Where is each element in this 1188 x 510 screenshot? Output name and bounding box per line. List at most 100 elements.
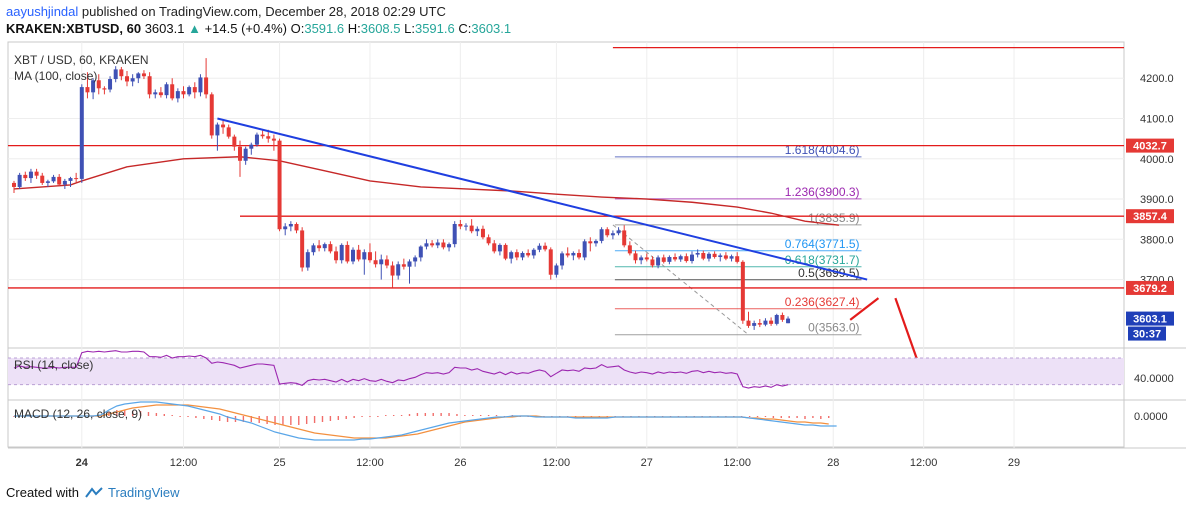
macd-histogram-bar: [321, 416, 324, 422]
macd-histogram-bar: [385, 415, 387, 416]
macd-histogram-bar: [163, 414, 165, 416]
candle-body: [57, 176, 62, 185]
macd-histogram-bar: [131, 411, 134, 416]
price-tag-box: [1126, 209, 1174, 224]
candle-body: [661, 257, 666, 262]
candle-body: [91, 80, 96, 93]
macd-histogram-bar: [329, 416, 332, 421]
candle-body: [192, 87, 197, 93]
candle-body: [548, 249, 553, 275]
candle-body: [509, 252, 514, 259]
close-label: C:: [458, 21, 472, 36]
candle-body: [328, 244, 333, 252]
macd-label: MACD (12, 26, close, 9): [14, 407, 142, 421]
candle-body: [514, 252, 519, 258]
macd-histogram-bar: [211, 416, 213, 420]
macd-histogram-bar: [298, 416, 300, 425]
candle-body: [271, 138, 276, 141]
macd-histogram-bar: [764, 416, 767, 417]
candle-body: [351, 249, 355, 262]
candle-body: [254, 134, 259, 145]
candle-body: [593, 240, 598, 244]
candle-body: [729, 256, 734, 259]
x-tick-label: 25: [273, 457, 285, 469]
macd-histogram-bar: [377, 416, 379, 417]
candle-body: [644, 257, 649, 260]
low-value: 3591.6: [414, 21, 455, 36]
macd-histogram-bar: [487, 415, 490, 416]
rsi-line: [13, 350, 789, 389]
candle-body: [300, 230, 305, 268]
macd-histogram-bar: [179, 416, 181, 417]
candle-body: [701, 252, 706, 259]
candle-body: [362, 252, 367, 260]
close-value: 3603.1: [471, 21, 512, 36]
macd-histogram-bar: [345, 416, 347, 419]
candle-body: [706, 253, 711, 259]
macd-histogram-bar: [195, 416, 197, 418]
candle-body: [40, 175, 45, 183]
candle-body: [588, 241, 593, 244]
x-tick-label: 24: [76, 457, 89, 469]
candle-body: [79, 87, 84, 179]
fib-level-label: 0(3563.0): [808, 321, 859, 335]
macd-histogram-bar: [218, 416, 221, 421]
candle-body: [288, 223, 293, 227]
fib-swing-dotted-line: [612, 224, 749, 336]
countdown-label: 30:37: [1133, 329, 1161, 341]
candle-body: [435, 242, 440, 246]
footer: Created with TradingView: [6, 485, 180, 500]
candle-body: [554, 265, 559, 275]
price-tag-box: [1126, 138, 1174, 153]
fib-level-label: 0.764(3771.5): [785, 237, 860, 251]
macd-histogram-bar: [203, 416, 205, 419]
macd-histogram-bar: [290, 416, 292, 425]
fib-level-label: 1.618(4004.6): [785, 143, 860, 157]
candle-body: [401, 264, 406, 267]
tradingview-brand-link[interactable]: TradingView: [108, 485, 180, 500]
candle-body: [23, 174, 28, 179]
candle-body: [650, 259, 655, 266]
macd-histogram-bar: [147, 412, 150, 416]
candle-body: [537, 245, 542, 250]
author-link[interactable]: aayushjindal: [6, 4, 79, 19]
bearish-trendline: [217, 117, 868, 281]
macd-histogram-bar: [226, 416, 229, 422]
candle-body: [28, 171, 33, 179]
macd-histogram-bar: [464, 415, 466, 416]
publish-line: aayushjindal published on TradingView.co…: [6, 4, 446, 19]
plot-frame: [7, 41, 1125, 448]
candle-body: [452, 223, 457, 245]
candle-body: [51, 176, 56, 182]
candle-body: [102, 88, 107, 90]
candle-body: [610, 233, 615, 236]
macd-histogram-bar: [780, 416, 782, 418]
macd-histogram-bar: [796, 416, 798, 418]
candle-body: [469, 225, 474, 232]
candle-body: [622, 230, 627, 246]
candle-body: [531, 249, 536, 256]
y-tick-label: 4200.0: [1140, 73, 1174, 85]
macd-histogram-bar: [424, 413, 427, 416]
macd-histogram-bar: [116, 410, 118, 416]
candle-body: [599, 229, 604, 241]
candle-body: [656, 257, 661, 266]
candle-body: [334, 251, 339, 261]
price-tag-box: [1126, 311, 1174, 326]
macd-histogram-bar: [187, 416, 189, 417]
y-tick-label: 4000.0: [1140, 154, 1174, 166]
macd-histogram-bar: [400, 415, 403, 416]
candle-body: [757, 323, 762, 325]
candle-body: [68, 178, 73, 181]
low-label: L:: [404, 21, 415, 36]
candle-body: [226, 127, 231, 137]
candle-body: [221, 124, 226, 128]
candle-body: [577, 252, 581, 258]
candle-body: [396, 264, 401, 276]
candle-body: [520, 252, 525, 258]
macd-histogram-bar: [448, 413, 450, 416]
candle-body: [418, 246, 423, 258]
candle-body: [108, 79, 113, 90]
candle-body: [367, 252, 372, 261]
